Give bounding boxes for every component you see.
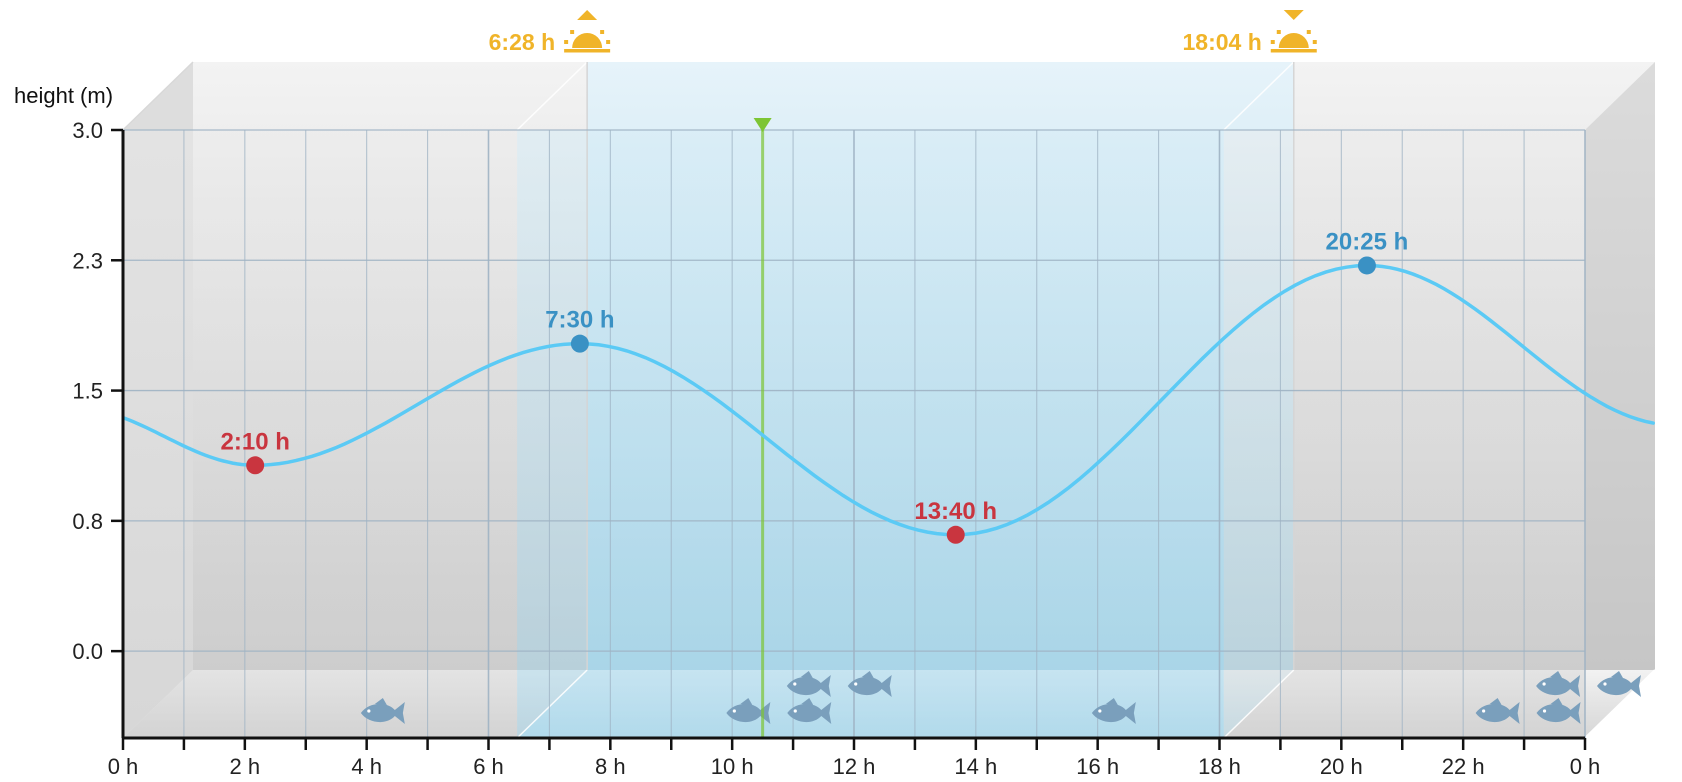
fish-body	[726, 702, 771, 724]
x-tick-label: 22 h	[1442, 754, 1485, 779]
sun-ray	[570, 30, 575, 34]
y-axis-title: height (m)	[14, 83, 113, 108]
x-tick-label: 18 h	[1198, 754, 1241, 779]
fish-body	[1536, 675, 1581, 697]
y-tick-label: 0.8	[72, 509, 103, 534]
tide-low-marker	[246, 456, 265, 475]
fish-eye	[793, 682, 797, 686]
fish-eye	[1542, 682, 1546, 686]
fish-body	[787, 702, 832, 724]
fish-fin	[740, 698, 753, 705]
tide-low-label: 2:10 h	[221, 428, 290, 455]
fish-fin	[1105, 698, 1118, 705]
tide-high-label: 20:25 h	[1326, 228, 1409, 255]
front-panel-night	[123, 130, 518, 738]
x-tick-label: 2 h	[230, 754, 261, 779]
fish-icon	[787, 698, 832, 724]
fish-icon	[360, 698, 405, 724]
fish-icon	[1536, 698, 1581, 724]
fish-body	[786, 675, 831, 697]
sun-ray	[564, 40, 569, 44]
current-time-marker	[753, 118, 772, 132]
arrow-down	[1283, 10, 1304, 20]
y-tick-label: 1.5	[72, 379, 103, 404]
sun-disc	[572, 33, 603, 48]
fish-fin	[1550, 698, 1563, 705]
fish-icon	[1091, 698, 1136, 724]
depth-edge-bottom	[1223, 669, 1295, 739]
y-tick-label: 2.3	[72, 248, 103, 273]
depth-edge-top	[1223, 61, 1295, 131]
tide-high-marker	[570, 334, 589, 353]
front-panel-night	[1223, 130, 1585, 738]
fish-body	[1536, 702, 1581, 724]
fish-body	[1091, 702, 1136, 724]
fish-eye	[367, 709, 371, 713]
fish-eye	[1482, 709, 1486, 713]
tide-curve	[122, 263, 1655, 537]
tide-high-marker	[1357, 256, 1376, 275]
fish-fin	[1550, 671, 1563, 678]
sun-ray	[606, 40, 611, 44]
x-tick-label: 4 h	[351, 754, 382, 779]
fish-fin	[801, 698, 814, 705]
fish-eye	[1542, 709, 1547, 713]
sun-ray	[1312, 40, 1317, 44]
fish-fin	[1489, 698, 1502, 705]
fish-body	[1475, 702, 1520, 724]
tide-low-label: 13:40 h	[914, 498, 997, 525]
horizon-line	[1270, 49, 1317, 53]
fish-body	[1597, 675, 1641, 697]
tide-low-marker	[946, 525, 965, 544]
fish-icon	[1475, 698, 1520, 724]
fish-icon	[786, 671, 831, 697]
sunrise-label: 6:28 h	[489, 29, 555, 55]
front-panel-day	[517, 130, 1224, 738]
fish-icon	[1597, 671, 1641, 697]
sunset-label: 18:04 h	[1182, 29, 1261, 55]
fish-body	[847, 675, 892, 697]
x-tick-label: 14 h	[954, 754, 997, 779]
fish-eye	[1098, 709, 1102, 713]
sun-ray	[1270, 40, 1275, 44]
x-tick-label: 16 h	[1076, 754, 1119, 779]
x-tick-label: 0 h	[108, 754, 139, 779]
x-tick-label: 0 h	[1570, 754, 1601, 779]
fish-fin	[861, 671, 874, 678]
depth-edge-bottom	[516, 669, 588, 739]
sun-ray	[600, 30, 605, 34]
sun-disc	[1278, 33, 1309, 48]
fish-icon	[1536, 671, 1581, 697]
x-tick-label: 8 h	[595, 754, 626, 779]
fish-eye	[793, 709, 797, 713]
horizon-line	[564, 49, 611, 53]
depth-edge-left	[122, 61, 194, 131]
sun-ray	[1276, 30, 1281, 34]
fish-eye	[1603, 682, 1607, 686]
tide-high-label: 7:30 h	[545, 307, 614, 334]
fish-eye	[854, 682, 858, 686]
right-side-wall	[1585, 62, 1655, 738]
depth-edge-right	[1584, 669, 1656, 739]
fish-fin	[800, 671, 813, 678]
fish-body	[360, 702, 405, 724]
x-tick-label: 6 h	[473, 754, 504, 779]
sunrise-icon	[564, 10, 611, 53]
x-tick-label: 20 h	[1320, 754, 1363, 779]
arrow-up	[577, 10, 598, 20]
sunset-icon	[1270, 10, 1317, 53]
fish-icon	[726, 698, 771, 724]
x-tick-label: 12 h	[833, 754, 876, 779]
fish-fin	[1611, 671, 1623, 678]
y-tick-label: 3.0	[72, 118, 103, 143]
fish-fin	[374, 698, 387, 705]
x-tick-label: 10 h	[711, 754, 754, 779]
fish-eye	[732, 709, 736, 713]
sun-ray	[1306, 30, 1311, 34]
fish-icon	[847, 671, 892, 697]
depth-edge-top	[516, 61, 588, 131]
y-tick-label: 0.0	[72, 639, 103, 664]
